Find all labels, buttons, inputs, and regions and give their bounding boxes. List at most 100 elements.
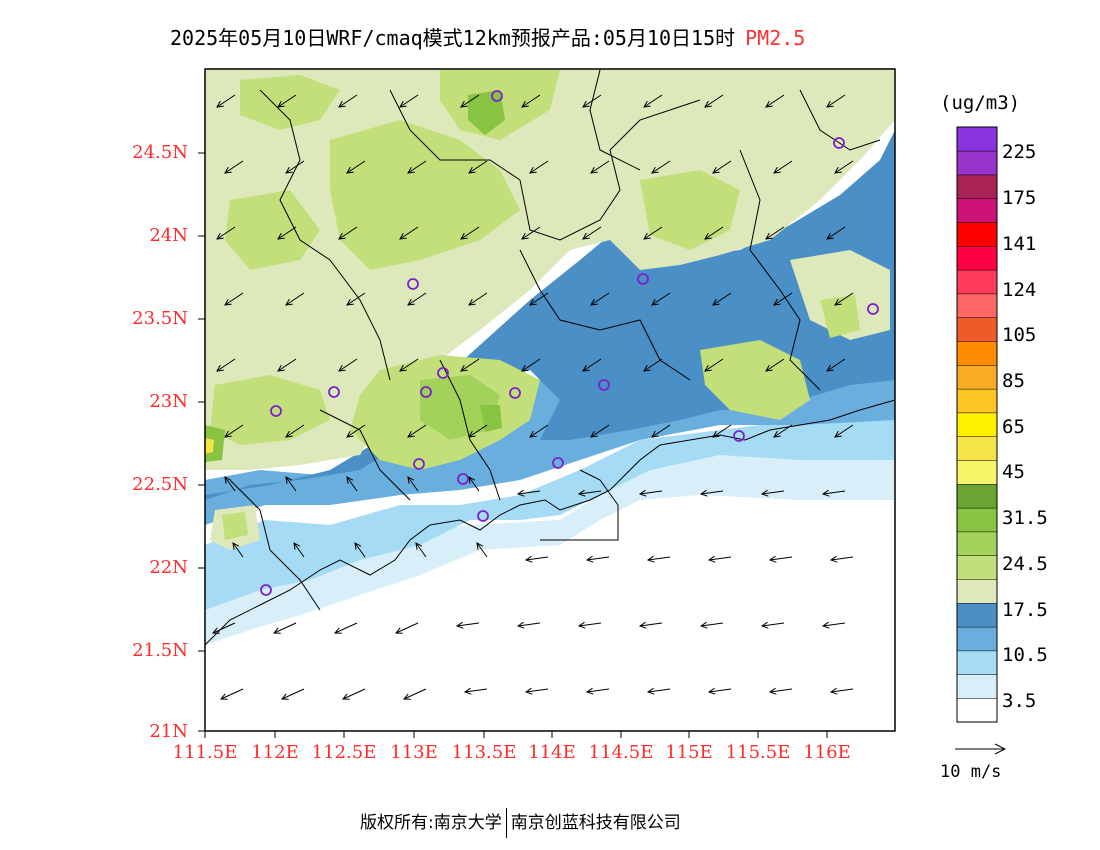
wind-vector-arrow bbox=[224, 424, 244, 438]
wind-vector-arrow bbox=[826, 226, 846, 240]
colorbar-label: 225 bbox=[1002, 141, 1037, 163]
colorbar-swatch bbox=[956, 364, 998, 390]
wind-vector-arrow bbox=[529, 424, 549, 438]
station-marker bbox=[598, 379, 610, 391]
wind-scale-arrow bbox=[955, 743, 1007, 755]
wind-vector-arrow bbox=[407, 424, 427, 438]
wind-vector-arrow bbox=[768, 555, 793, 563]
station-marker bbox=[437, 367, 449, 379]
colorbar-label: 85 bbox=[1002, 370, 1025, 392]
wind-vector-arrow bbox=[224, 160, 244, 174]
wind-vector-arrow bbox=[399, 358, 419, 372]
wind-vector-arrow bbox=[585, 555, 610, 563]
wind-vector-arrow bbox=[354, 542, 366, 558]
colorbar-label: 105 bbox=[1002, 324, 1037, 346]
wind-vector-arrow bbox=[821, 489, 846, 497]
wind-vector-arrow bbox=[341, 688, 366, 700]
wind-vector-arrow bbox=[476, 542, 488, 558]
lat-tick-label: 23.5N bbox=[132, 308, 188, 329]
colorbar-swatch bbox=[956, 650, 998, 675]
wind-vector-arrow bbox=[407, 160, 427, 174]
wind-vector-arrow bbox=[704, 94, 724, 108]
colorbar-label: 65 bbox=[1002, 416, 1025, 438]
station-marker bbox=[260, 584, 272, 596]
lat-tick-label: 21.5N bbox=[132, 640, 188, 661]
lon-tick-label: 112.5E bbox=[311, 742, 377, 763]
lat-tick-label: 23N bbox=[149, 391, 188, 412]
colorbar-swatch bbox=[956, 578, 998, 604]
station-marker bbox=[491, 90, 503, 102]
wind-vector-arrow bbox=[280, 688, 305, 700]
wind-vector-arrow bbox=[834, 292, 854, 306]
lon-tick-label: 114E bbox=[528, 742, 576, 763]
wind-vector-arrow bbox=[216, 226, 236, 240]
wind-vector-arrow bbox=[834, 160, 854, 174]
wind-vector-arrow bbox=[516, 489, 541, 497]
footer-separator bbox=[505, 808, 507, 838]
wind-vector-arrow bbox=[646, 555, 671, 563]
wind-vector-arrow bbox=[699, 489, 724, 497]
lon-tick-label: 114.5E bbox=[588, 742, 654, 763]
wind-vector-arrow bbox=[272, 622, 297, 634]
station-marker bbox=[413, 458, 425, 470]
wind-vector-arrow bbox=[651, 160, 671, 174]
colorbar-swatch bbox=[956, 674, 998, 699]
wind-vector-arrow bbox=[582, 94, 602, 108]
colorbar-label: 124 bbox=[1002, 279, 1037, 301]
wind-vector-arrow bbox=[651, 424, 671, 438]
colorbar-swatch bbox=[956, 340, 998, 366]
wind-vector-arrow bbox=[463, 687, 488, 695]
lon-tick-label: 111.5E bbox=[172, 742, 238, 763]
colorbar-swatch bbox=[956, 602, 998, 628]
wind-vector-arrow bbox=[232, 542, 244, 558]
wind-vector-arrow bbox=[285, 424, 305, 438]
wind-vector-arrow bbox=[524, 555, 549, 563]
wind-vector-arrow bbox=[590, 424, 610, 438]
station-marker bbox=[867, 303, 879, 315]
wind-vector-arrow bbox=[460, 94, 480, 108]
colorbar-label: 10.5 bbox=[1002, 644, 1048, 666]
colorbar-swatch bbox=[956, 388, 998, 414]
wind-vector-arrow bbox=[524, 687, 549, 695]
wind-vector-arrow bbox=[285, 160, 305, 174]
station-marker bbox=[833, 137, 845, 149]
lon-tick-label: 113E bbox=[390, 742, 438, 763]
colorbar-swatch bbox=[956, 293, 998, 318]
wind-vector-arrow bbox=[399, 94, 419, 108]
wind-vector-arrow bbox=[760, 621, 785, 629]
footer-right: 南京创蓝科技有限公司 bbox=[510, 813, 681, 833]
wind-vector-arrow bbox=[577, 489, 602, 497]
wind-vector-arrow bbox=[521, 358, 541, 372]
colorbar-label: 45 bbox=[1002, 461, 1025, 483]
colorbar-unit: (ug/m3) bbox=[940, 92, 1021, 114]
wind-vector-arrow bbox=[455, 621, 480, 629]
wind-vector-arrow bbox=[643, 358, 663, 372]
wind-vector-arrow bbox=[829, 687, 854, 695]
colorbar-swatch bbox=[956, 483, 998, 509]
lon-tick-label: 112E bbox=[251, 742, 299, 763]
wind-vector-arrow bbox=[277, 358, 297, 372]
colorbar-swatch bbox=[956, 245, 998, 271]
wind-vector-arrow bbox=[346, 292, 366, 306]
wind-vector-arrow bbox=[333, 622, 358, 634]
map-title: 2025年05月10日WRF/cmaq模式12km预报产品:05月10日15时 P… bbox=[170, 22, 805, 51]
lon-tick-label: 113.5E bbox=[451, 742, 517, 763]
wind-vector-arrow bbox=[394, 622, 419, 634]
wind-vector-arrow bbox=[346, 476, 358, 492]
wind-vector-arrow bbox=[773, 292, 793, 306]
wind-vector-arrow bbox=[407, 476, 419, 492]
title-main: 2025年05月10日WRF/cmaq模式12km预报产品:05月10日15时 bbox=[170, 26, 736, 50]
lat-tick-label: 22.5N bbox=[132, 474, 188, 495]
station-marker bbox=[328, 386, 340, 398]
lat-tick-label: 21N bbox=[149, 721, 188, 742]
wind-vector-arrow bbox=[216, 358, 236, 372]
wind-vector-arrow bbox=[399, 226, 419, 240]
colorbar-swatch bbox=[956, 221, 998, 247]
lat-tick-label: 24N bbox=[149, 225, 188, 246]
colorbar-swatch bbox=[956, 269, 998, 295]
wind-vector-arrow bbox=[460, 226, 480, 240]
wind-vector-arrow bbox=[216, 94, 236, 108]
wind-vector-arrow bbox=[765, 94, 785, 108]
wind-vector-arrow bbox=[224, 476, 236, 492]
